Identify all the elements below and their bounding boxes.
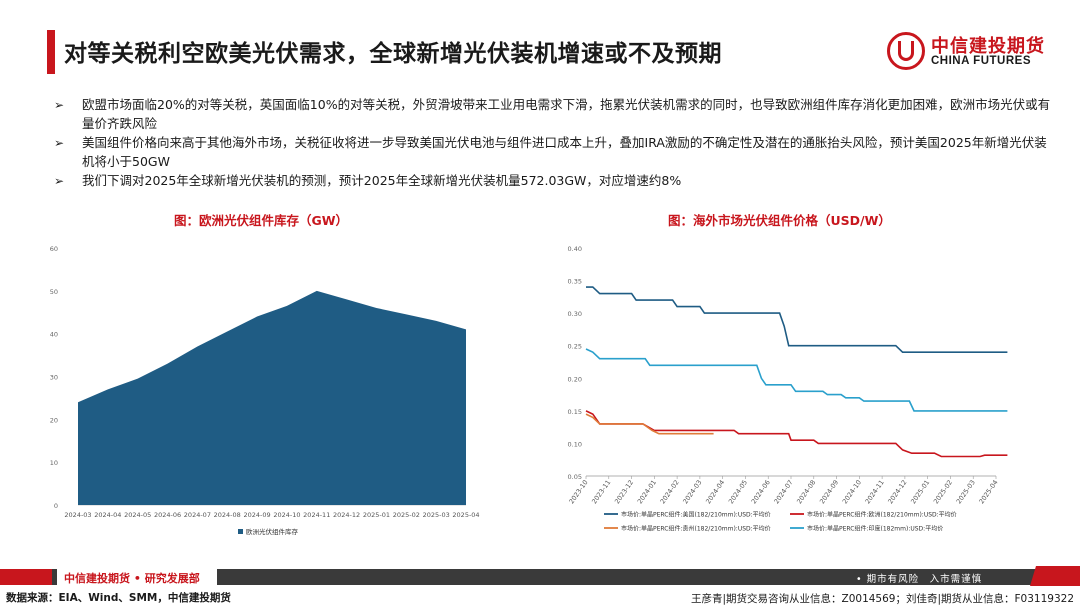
x-tick-label: 2025-02 — [932, 479, 954, 506]
bullet-arrow-icon: ➢ — [54, 174, 65, 188]
x-tick-label: 2024-06 — [750, 479, 772, 506]
data-source: 数据来源：EIA、Wind、SMM，中信建投期货 — [6, 592, 231, 604]
x-tick-label: 2025-03 — [955, 479, 977, 506]
x-tick-label: 2024-11 — [864, 479, 886, 506]
x-tick-label: 2024-10 — [841, 479, 863, 506]
y-tick-label: 20 — [50, 416, 58, 424]
y-tick-label: 60 — [50, 245, 58, 253]
x-tick-label: 2024-07 — [184, 511, 211, 519]
x-tick-label: 2024-03 — [64, 511, 91, 519]
analyst-credits: 王彦青|期货交易咨询从业信息：Z0014569；刘佳奇|期货从业信息：F0311… — [690, 593, 1074, 605]
legend-label: 市场价:单晶PERC组件:贵州(182/210mm):USD:平均价 — [621, 525, 771, 533]
price-series-line — [585, 413, 714, 435]
bullet-text: 欧盟市场面临20%的对等关税，英国面临10%的对等关税，外贸滑坡带来工业用电需求… — [82, 97, 1051, 131]
y-tick-label: 0.10 — [568, 440, 582, 448]
inventory-area — [78, 290, 466, 505]
y-tick-label: 0.20 — [568, 375, 582, 383]
x-tick-label: 2024-06 — [154, 511, 181, 519]
x-tick-label: 2024-11 — [303, 511, 330, 519]
legend-label: 市场价:单晶PERC组件:欧洲(182/210mm):USD:平均价 — [807, 511, 957, 519]
x-tick-label: 2024-09 — [243, 511, 270, 519]
price-series-line — [585, 410, 1008, 458]
y-tick-label: 30 — [50, 374, 58, 382]
left-chart-title: 图：欧洲光伏组件库存（GW） — [174, 213, 349, 228]
bullet-item: ➢ 美国组件价格向来高于其他海外市场，关税征收将进一步导致美国光伏电池与组件进口… — [54, 134, 1054, 171]
price-series-line — [585, 348, 1008, 412]
bullet-arrow-icon: ➢ — [54, 136, 65, 150]
y-tick-label: 50 — [50, 288, 58, 296]
footer-bar — [0, 569, 1080, 585]
bullet-text: 我们下调对2025年全球新增光伏装机的预测，预计2025年全球新增光伏装机量57… — [82, 173, 682, 188]
x-tick-label: 2025-02 — [393, 511, 420, 519]
right-chart-title: 图：海外市场光伏组件价格（USD/W） — [668, 213, 891, 228]
y-tick-label: 0.15 — [568, 408, 582, 416]
china-futures-logo: 中信建投期货 CHINA FUTURES — [887, 32, 1077, 72]
legend-label: 市场价:单晶PERC组件:美国(182/210mm):USD:平均价 — [621, 511, 771, 519]
x-tick-label: 2024-03 — [681, 479, 703, 506]
x-tick-label: 2023-10 — [567, 479, 589, 506]
x-tick-label: 2025-04 — [977, 479, 999, 506]
x-tick-label: 2023-12 — [613, 479, 635, 506]
logo-en-text: CHINA FUTURES — [931, 55, 1031, 67]
y-tick-label: 10 — [50, 459, 58, 467]
y-tick-label: 0.25 — [568, 343, 582, 351]
page-title: 对等关税利空欧美光伏需求，全球新增光伏装机增速或不及预期 — [64, 41, 722, 67]
x-tick-label: 2024-05 — [727, 479, 749, 506]
x-tick-label: 2025-01 — [909, 479, 931, 506]
logo-cn-text: 中信建投期货 — [931, 36, 1045, 57]
x-tick-label: 2024-02 — [659, 479, 681, 506]
footer-label-box — [57, 569, 217, 585]
legend-label: 欧洲光伏组件库存 — [246, 527, 299, 536]
x-tick-label: 2024-04 — [94, 511, 121, 519]
x-tick-label: 2024-10 — [273, 511, 300, 519]
y-tick-label: 0 — [54, 502, 58, 510]
bullet-item: ➢ 欧盟市场面临20%的对等关税，英国面临10%的对等关税，外贸滑坡带来工业用电… — [54, 96, 1054, 133]
bullet-list: ➢ 欧盟市场面临20%的对等关税，英国面临10%的对等关税，外贸滑坡带来工业用电… — [54, 96, 1054, 192]
logo-emblem-icon — [887, 32, 925, 70]
x-tick-label: 2024-01 — [636, 479, 658, 506]
y-tick-label: 0.30 — [568, 310, 582, 318]
x-tick-label: 2025-01 — [363, 511, 390, 519]
y-tick-label: 40 — [50, 331, 58, 339]
bullet-item: ➢ 我们下调对2025年全球新增光伏装机的预测，预计2025年全球新增光伏装机量… — [54, 172, 1054, 191]
x-tick-label: 2024-07 — [772, 479, 794, 506]
x-tick-label: 2024-04 — [704, 479, 726, 506]
y-tick-label: 0.35 — [568, 278, 582, 286]
title-accent-bar — [47, 30, 55, 74]
y-tick-label: 0.05 — [568, 473, 582, 481]
footer-risk-notice: • 期市有风险 入市需谨慎 — [856, 574, 983, 585]
x-tick-label: 2024-12 — [333, 511, 360, 519]
bullet-text: 美国组件价格向来高于其他海外市场，关税征收将进一步导致美国光伏电池与组件进口成本… — [82, 135, 1047, 169]
x-tick-label: 2025-03 — [423, 511, 450, 519]
footer-red-accent — [0, 569, 52, 585]
x-tick-label: 2023-11 — [590, 479, 612, 506]
footer-red-tab — [1030, 566, 1080, 586]
x-tick-label: 2024-05 — [124, 511, 151, 519]
price-series-line — [586, 286, 1008, 353]
x-tick-label: 2024-12 — [886, 479, 908, 506]
x-tick-label: 2024-09 — [818, 479, 840, 506]
x-tick-label: 2024-08 — [214, 511, 241, 519]
bullet-arrow-icon: ➢ — [54, 98, 65, 112]
legend-swatch — [238, 529, 243, 534]
legend-label: 市场价:单晶PERC组件:印度(182mm):USD:平均价 — [807, 525, 943, 533]
y-tick-label: 0.40 — [568, 245, 582, 253]
x-tick-label: 2025-04 — [452, 511, 479, 519]
x-tick-label: 2024-08 — [795, 479, 817, 506]
footer-department: 中信建投期货 • 研究发展部 — [64, 572, 200, 585]
